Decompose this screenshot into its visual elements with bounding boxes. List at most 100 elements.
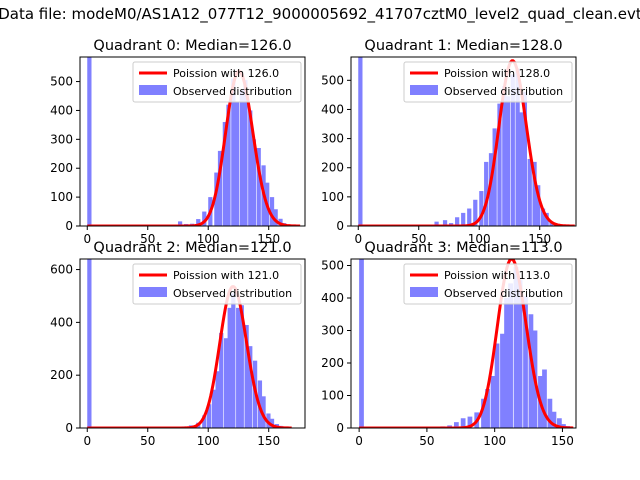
histogram-bar <box>494 343 500 428</box>
y-tick-label: 500 <box>321 259 344 273</box>
histogram-bar <box>528 314 534 428</box>
histogram-bar <box>527 158 532 226</box>
axes-frame <box>79 258 306 429</box>
histogram-bar <box>217 150 223 226</box>
legend-patch-swatch <box>139 85 167 95</box>
histogram-bar <box>500 333 505 428</box>
x-tick-label: 150 <box>257 232 280 246</box>
histogram-bar <box>492 128 497 226</box>
x-tick-label: 150 <box>528 232 551 246</box>
histogram-bar <box>223 338 229 428</box>
histogram-bar <box>442 220 448 226</box>
histogram-bar <box>536 185 541 226</box>
histogram-bar <box>207 404 212 428</box>
histogram-bar <box>485 389 490 428</box>
y-tick-label: 200 <box>321 161 344 175</box>
histogram-bar <box>488 153 494 226</box>
legend: Poission with 121.0 Observed distribution <box>132 263 302 305</box>
histogram-bar <box>515 68 520 226</box>
histogram-bar <box>505 96 511 226</box>
histogram-bar <box>454 422 459 428</box>
histogram-bar <box>222 122 227 226</box>
legend-patch-swatch <box>410 287 438 297</box>
legend-entry-observed: Observed distribution <box>444 287 563 300</box>
histogram-bar <box>196 219 201 226</box>
histogram-bar <box>460 418 466 428</box>
histogram-bar <box>504 298 509 428</box>
histogram-bar <box>502 86 507 226</box>
histogram-bar <box>273 209 278 226</box>
legend: Poission with 126.0 Observed distribution <box>132 61 302 103</box>
histogram-bar <box>540 208 546 226</box>
y-tick-label: 0 <box>336 421 344 435</box>
x-tick-label: 0 <box>355 434 363 448</box>
histogram-bar <box>87 259 92 428</box>
histogram-bar <box>523 296 528 428</box>
histogram-bar <box>215 371 220 428</box>
plot-area <box>86 259 292 428</box>
x-tick-label: 50 <box>140 232 155 246</box>
plot-area <box>358 259 574 428</box>
legend-entry-poisson: Poission with 121.0 <box>173 269 279 282</box>
subplot-title: Quadrant 2: Median=121.0 <box>93 240 291 256</box>
x-tick-label: 100 <box>197 434 220 448</box>
histogram-bar <box>244 325 249 428</box>
histogram-bar <box>542 369 547 428</box>
legend-entry-poisson: Poission with 113.0 <box>444 269 550 282</box>
legend: Poission with 128.0 Observed distribution <box>403 61 573 103</box>
y-tick-label: 400 <box>321 291 344 305</box>
y-tick-label: 100 <box>321 190 344 204</box>
y-tick-label: 0 <box>65 219 73 233</box>
x-tick-label: 100 <box>197 232 220 246</box>
subplot-quadrant-1: 0 50 100 150 0 100 200 300 400 500 Quadrant 1: Med… <box>321 38 577 246</box>
histogram-bar <box>239 305 244 428</box>
legend-box <box>132 61 302 103</box>
figure-suptitle: Data file: modeM0/AS1A12_077T12_90000056… <box>0 5 640 24</box>
legend-patch-swatch <box>139 287 167 297</box>
y-tick-label: 300 <box>321 132 344 146</box>
histogram-bar <box>517 280 523 428</box>
histogram-bar <box>497 103 502 226</box>
histogram-bar <box>231 293 236 428</box>
legend-box <box>403 263 573 305</box>
histogram-bar <box>519 112 524 226</box>
histogram-bar <box>177 221 183 226</box>
y-tick-label: 300 <box>50 132 73 146</box>
histogram-bar <box>231 78 236 226</box>
x-tick-label: 100 <box>483 434 506 448</box>
histogram-bar <box>434 221 439 226</box>
histogram-bar <box>551 411 557 428</box>
histogram-bar <box>248 346 253 428</box>
histogram-bar <box>211 389 217 428</box>
y-tick-label: 400 <box>321 102 344 116</box>
histogram-bar <box>358 57 363 226</box>
histogram-bar <box>202 415 207 428</box>
histogram-bar <box>547 398 553 428</box>
histogram-bar <box>461 212 466 226</box>
histogram-bar <box>248 110 253 226</box>
y-tick-label: 400 <box>50 315 73 329</box>
y-tick-label: 200 <box>321 356 344 370</box>
histogram-bar <box>239 90 244 226</box>
legend-box <box>403 61 573 103</box>
histogram-bar <box>532 161 537 226</box>
histogram-bar <box>219 332 224 428</box>
y-tick-label: 200 <box>50 368 73 382</box>
subplot-title: Quadrant 3: Median=113.0 <box>364 240 562 256</box>
axes-frame <box>350 258 577 429</box>
x-tick-label: 150 <box>551 434 574 448</box>
histogram-bar <box>455 217 460 226</box>
y-tick-label: 500 <box>50 75 73 89</box>
x-tick-label: 150 <box>257 434 280 448</box>
histogram-bar <box>557 418 562 428</box>
y-tick-label: 500 <box>321 73 344 87</box>
x-tick-label: 50 <box>419 434 434 448</box>
y-tick-label: 300 <box>321 324 344 338</box>
y-tick-label: 400 <box>50 103 73 117</box>
histogram-bar <box>484 161 489 226</box>
x-tick-label: 100 <box>468 232 491 246</box>
x-tick-label: 50 <box>411 232 426 246</box>
histogram-bar <box>479 191 484 226</box>
